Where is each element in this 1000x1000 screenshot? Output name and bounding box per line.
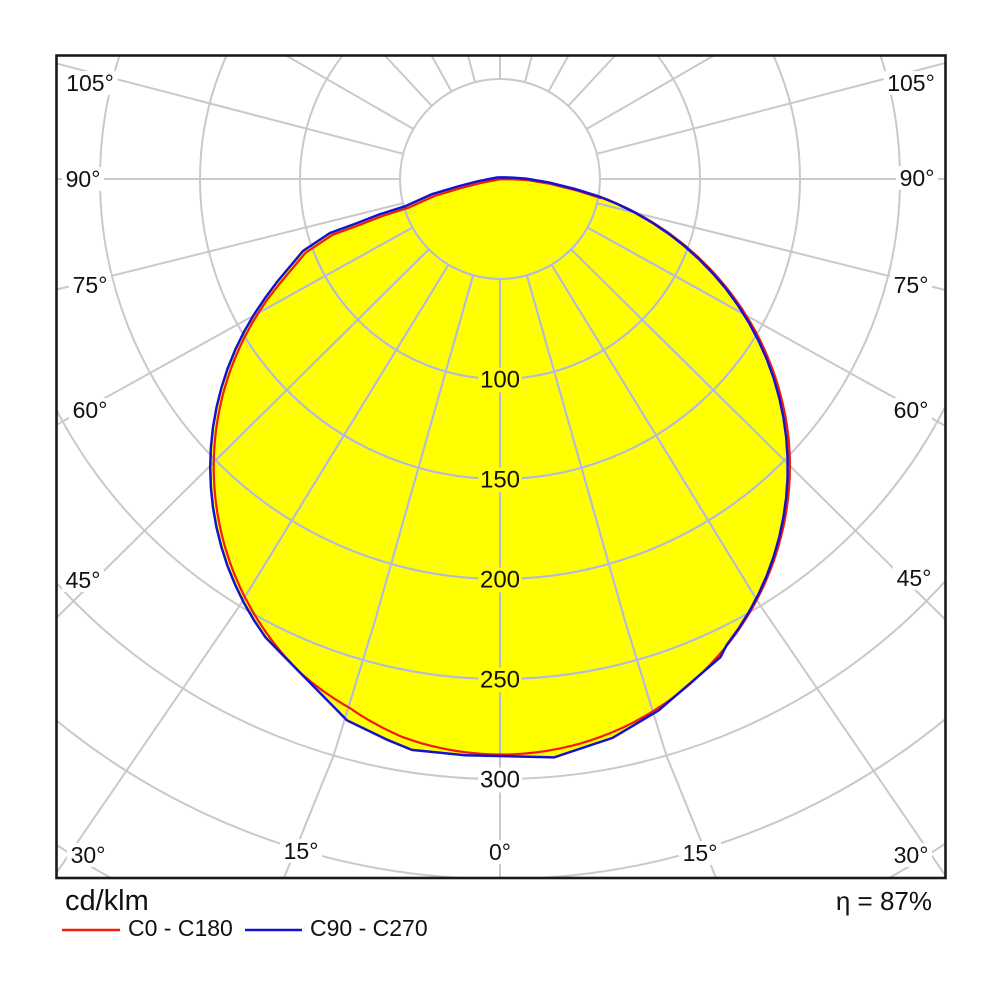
svg-text:cd/klm: cd/klm: [65, 885, 149, 917]
svg-text:105°: 105°: [887, 70, 935, 96]
svg-text:C90 - C270: C90 - C270: [310, 915, 428, 941]
svg-text:90°: 90°: [66, 166, 101, 192]
svg-text:0°: 0°: [489, 839, 511, 865]
svg-text:75°: 75°: [894, 272, 929, 298]
svg-text:90°: 90°: [900, 165, 935, 191]
svg-text:45°: 45°: [897, 565, 932, 591]
svg-text:300: 300: [480, 767, 520, 794]
svg-text:60°: 60°: [894, 397, 929, 423]
svg-text:15°: 15°: [683, 840, 718, 866]
svg-text:150: 150: [480, 467, 520, 494]
svg-text:30°: 30°: [894, 842, 929, 868]
svg-text:250: 250: [480, 667, 520, 694]
svg-text:100: 100: [480, 367, 520, 394]
svg-text:30°: 30°: [71, 842, 106, 868]
svg-text:η = 87%: η = 87%: [836, 886, 932, 916]
svg-text:60°: 60°: [73, 397, 108, 423]
svg-text:C0 - C180: C0 - C180: [128, 915, 233, 941]
svg-text:75°: 75°: [73, 272, 108, 298]
svg-text:15°: 15°: [284, 838, 319, 864]
svg-text:105°: 105°: [66, 70, 114, 96]
svg-text:200: 200: [480, 567, 520, 594]
svg-text:45°: 45°: [66, 567, 101, 593]
